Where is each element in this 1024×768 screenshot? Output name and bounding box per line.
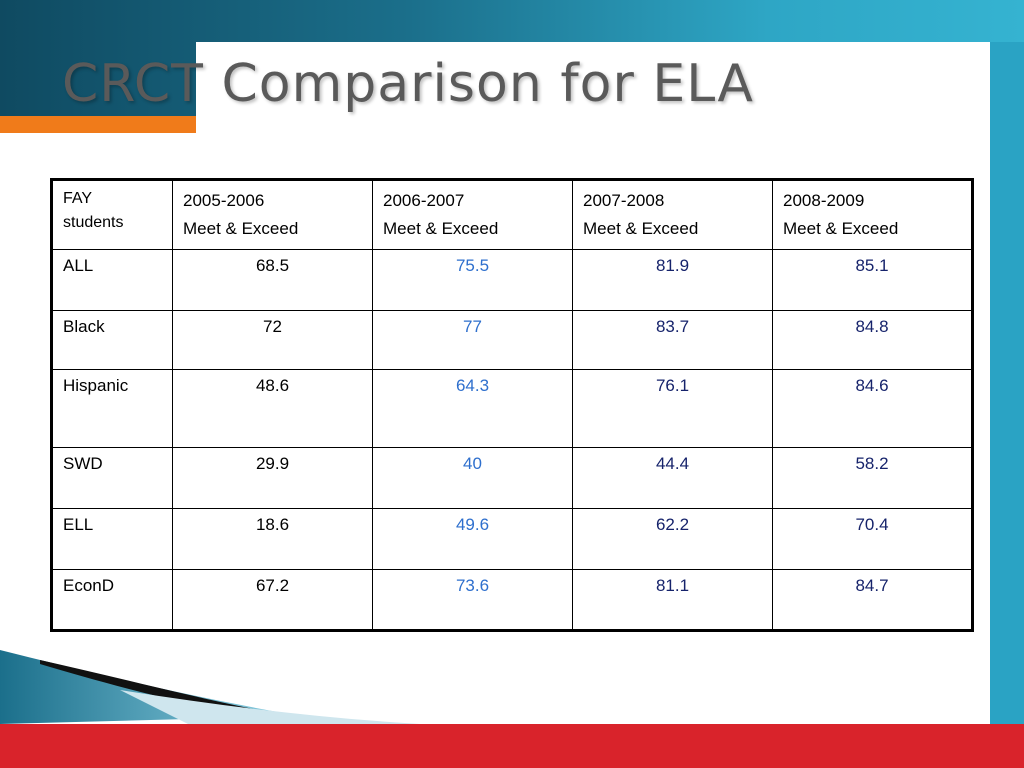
table-row: ALL 68.5 75.5 81.9 85.1 [51, 249, 973, 311]
header-line: 2007-2008 [583, 191, 665, 210]
value-cell: 70.4 [772, 508, 973, 570]
table-row: Hispanic 48.6 64.3 76.1 84.6 [51, 369, 973, 448]
value-cell: 84.6 [772, 369, 973, 448]
table-row: EconD 67.2 73.6 81.1 84.7 [51, 569, 973, 631]
header-cell: 2008-2009 Meet & Exceed [772, 179, 973, 250]
table-header-row: FAY students 2005-2006 Meet & Exceed 200… [51, 179, 973, 250]
table-row: SWD 29.9 40 44.4 58.2 [51, 447, 973, 509]
value-cell: 84.8 [772, 310, 973, 370]
slide-title: CRCT Comparison for ELA [62, 54, 754, 114]
value-cell: 58.2 [772, 447, 973, 509]
group-label: ELL [51, 508, 173, 570]
value-cell: 81.1 [572, 569, 773, 631]
value-cell: 68.5 [172, 249, 373, 311]
group-label: Black [51, 310, 173, 370]
group-label: EconD [51, 569, 173, 631]
value-cell: 84.7 [772, 569, 973, 631]
value-cell: 29.9 [172, 447, 373, 509]
header-line: students [63, 214, 124, 231]
header-cell: 2006-2007 Meet & Exceed [372, 179, 573, 250]
header-line: 2005-2006 [183, 191, 265, 210]
value-cell: 40 [372, 447, 573, 509]
right-accent-strip [990, 42, 1024, 750]
value-cell: 72 [172, 310, 373, 370]
header-line: 2008-2009 [783, 191, 865, 210]
header-line: Meet & Exceed [183, 219, 299, 238]
value-cell: 77 [372, 310, 573, 370]
value-cell: 64.3 [372, 369, 573, 448]
value-cell: 67.2 [172, 569, 373, 631]
orange-accent-bar [0, 116, 196, 133]
header-line: FAY [63, 190, 93, 207]
value-cell: 73.6 [372, 569, 573, 631]
value-cell: 76.1 [572, 369, 773, 448]
header-line: Meet & Exceed [783, 219, 899, 238]
group-label: Hispanic [51, 369, 173, 448]
value-cell: 18.6 [172, 508, 373, 570]
header-line: 2006-2007 [383, 191, 465, 210]
value-cell: 49.6 [372, 508, 573, 570]
decorative-swoosh [0, 650, 420, 730]
header-line: Meet & Exceed [383, 219, 499, 238]
table-row: Black 72 77 83.7 84.8 [51, 310, 973, 370]
header-cell: FAY students [51, 179, 173, 250]
value-cell: 85.1 [772, 249, 973, 311]
value-cell: 81.9 [572, 249, 773, 311]
table-row: ELL 18.6 49.6 62.2 70.4 [51, 508, 973, 570]
group-label: ALL [51, 249, 173, 311]
crct-ela-table: FAY students 2005-2006 Meet & Exceed 200… [50, 178, 974, 632]
header-cell: 2005-2006 Meet & Exceed [172, 179, 373, 250]
group-label: SWD [51, 447, 173, 509]
value-cell: 62.2 [572, 508, 773, 570]
footer-red-bar [0, 724, 1024, 768]
value-cell: 75.5 [372, 249, 573, 311]
value-cell: 48.6 [172, 369, 373, 448]
header-line: Meet & Exceed [583, 219, 699, 238]
value-cell: 44.4 [572, 447, 773, 509]
value-cell: 83.7 [572, 310, 773, 370]
header-cell: 2007-2008 Meet & Exceed [572, 179, 773, 250]
